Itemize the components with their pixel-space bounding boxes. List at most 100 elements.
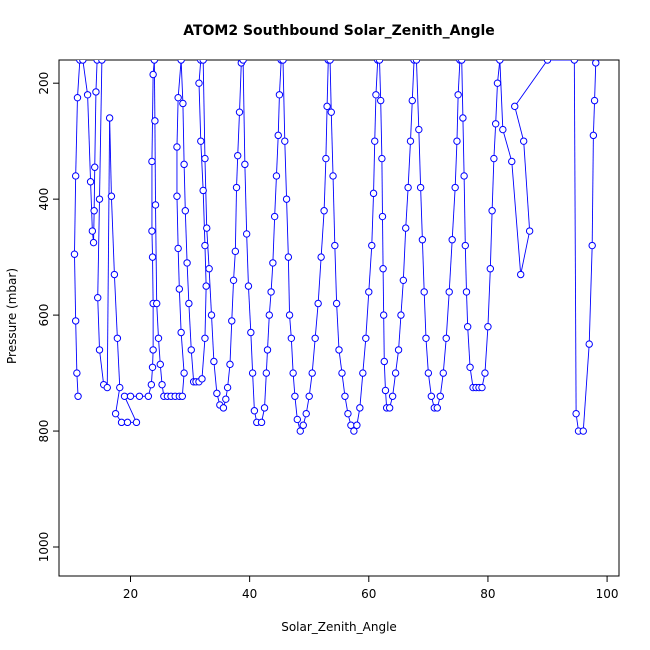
series-segment <box>511 161 522 275</box>
data-point <box>291 392 299 400</box>
data-point <box>154 334 163 342</box>
data-point <box>460 172 468 180</box>
data-point <box>511 102 519 111</box>
series-segment <box>264 373 267 408</box>
data-point <box>572 409 580 418</box>
y-tick-label: 200 <box>37 72 51 95</box>
data-point <box>412 60 421 64</box>
data-point <box>585 340 593 348</box>
series-segment <box>374 94 377 142</box>
data-point <box>88 227 97 235</box>
series-segment <box>461 60 464 118</box>
series-segment <box>151 74 154 162</box>
data-point <box>418 236 427 244</box>
series-segment <box>380 100 383 159</box>
series-segment <box>180 60 184 104</box>
data-point <box>362 334 370 342</box>
data-point <box>402 224 410 232</box>
series-segment <box>514 60 548 107</box>
series-segment <box>74 254 77 321</box>
series-segment <box>427 373 432 397</box>
series-segment <box>82 60 89 95</box>
y-axis: 200 400 600 800 1000 <box>37 72 59 562</box>
data-point <box>436 392 444 400</box>
data-point <box>148 253 157 261</box>
data-point <box>365 288 373 296</box>
series-segment <box>248 286 252 333</box>
data-point <box>232 183 241 192</box>
x-tick-label: 40 <box>242 587 257 601</box>
series-segment <box>591 135 594 246</box>
data-point <box>287 334 296 342</box>
series-segment <box>284 141 288 200</box>
data-point <box>201 241 209 250</box>
data-point <box>484 323 492 331</box>
series-segment <box>277 94 280 136</box>
series-segment <box>237 112 240 156</box>
data-point <box>148 157 156 166</box>
series-segment <box>183 164 186 211</box>
series-segment <box>425 338 429 374</box>
series-segment <box>497 60 501 84</box>
data-point <box>579 427 587 435</box>
data-point <box>327 108 335 116</box>
series-segment <box>467 326 471 368</box>
data-point <box>213 389 221 398</box>
series-segment <box>76 373 79 397</box>
series-segment <box>463 175 466 246</box>
data-point <box>250 407 259 415</box>
data-point <box>404 183 412 192</box>
series-segment <box>274 175 277 217</box>
series-segment <box>109 117 112 197</box>
data-point <box>260 404 269 412</box>
series-segment <box>246 233 249 287</box>
series-segment <box>573 60 577 414</box>
data-point <box>223 383 232 392</box>
data-point <box>147 380 156 389</box>
data-point <box>202 282 210 290</box>
series-segment <box>341 373 346 397</box>
data-point <box>353 421 361 429</box>
data-point <box>144 392 153 400</box>
x-tick-label: 80 <box>480 587 495 601</box>
data-point <box>95 195 104 203</box>
series-segment <box>201 338 206 379</box>
series-segment <box>439 373 444 397</box>
data-point <box>110 270 119 279</box>
data-point <box>177 328 185 337</box>
data-point <box>590 96 599 105</box>
series-segment <box>213 361 218 394</box>
series-segment <box>514 106 525 142</box>
data-point <box>442 334 450 342</box>
series-segment <box>75 97 78 176</box>
series-segment <box>229 320 233 365</box>
data-point <box>488 207 496 215</box>
series-segment <box>499 60 504 130</box>
series-segment <box>286 199 289 258</box>
data-point <box>183 259 191 267</box>
data-point <box>201 334 209 342</box>
plot-area <box>70 60 600 435</box>
data-point <box>148 227 156 235</box>
data-point <box>239 60 247 64</box>
chart-title: ATOM2 Southbound Solar_Zenith_Angle <box>183 23 495 39</box>
series-segment <box>336 303 340 350</box>
series-segment <box>418 129 422 188</box>
data-point <box>285 311 294 319</box>
data-point <box>368 241 376 250</box>
series-segment <box>365 291 370 339</box>
series-segment <box>202 190 206 246</box>
data-point <box>247 328 255 337</box>
series-segment <box>99 349 105 385</box>
data-point <box>359 369 367 377</box>
data-point <box>74 392 82 400</box>
data-point <box>79 60 87 64</box>
data-point <box>263 346 272 354</box>
series-segment <box>200 141 204 191</box>
data-point <box>178 392 187 400</box>
series-segment <box>233 251 236 281</box>
data-point <box>323 102 331 111</box>
data-point <box>356 404 364 412</box>
series-segment <box>442 338 447 374</box>
series-segment <box>244 164 248 234</box>
